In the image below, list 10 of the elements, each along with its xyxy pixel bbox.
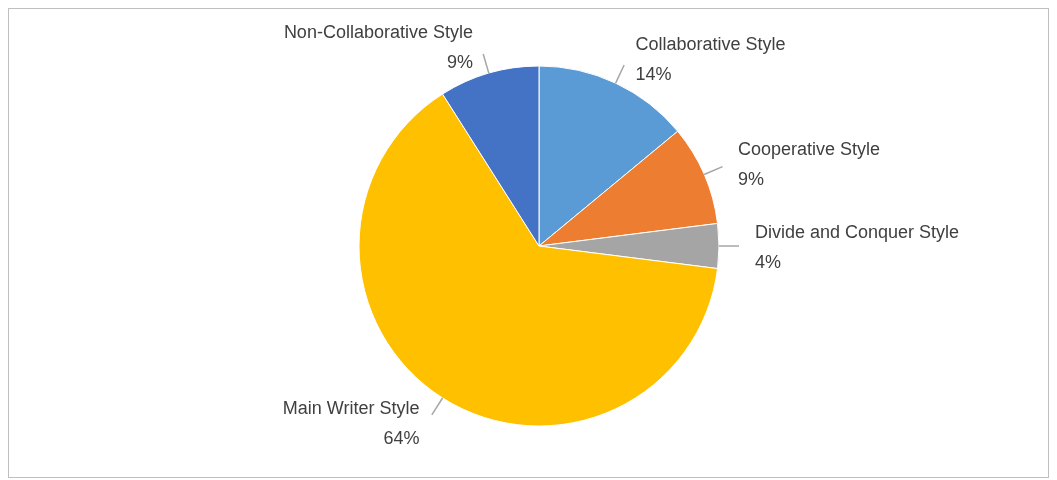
slice-label: Cooperative Style [737,139,880,160]
slice-label: Main Writer Style [282,397,420,418]
data-label: 9% [446,52,473,73]
slice-label: Divide and Conquer Style [755,222,960,242]
slice-label: Non-Collaborative Style [283,22,473,43]
data-label: 9% [737,169,764,190]
data-label: 14% [635,63,672,84]
data-label: 4% [755,252,782,272]
slice-label: Collaborative Style [635,33,786,54]
data-label: 64% [383,427,420,448]
